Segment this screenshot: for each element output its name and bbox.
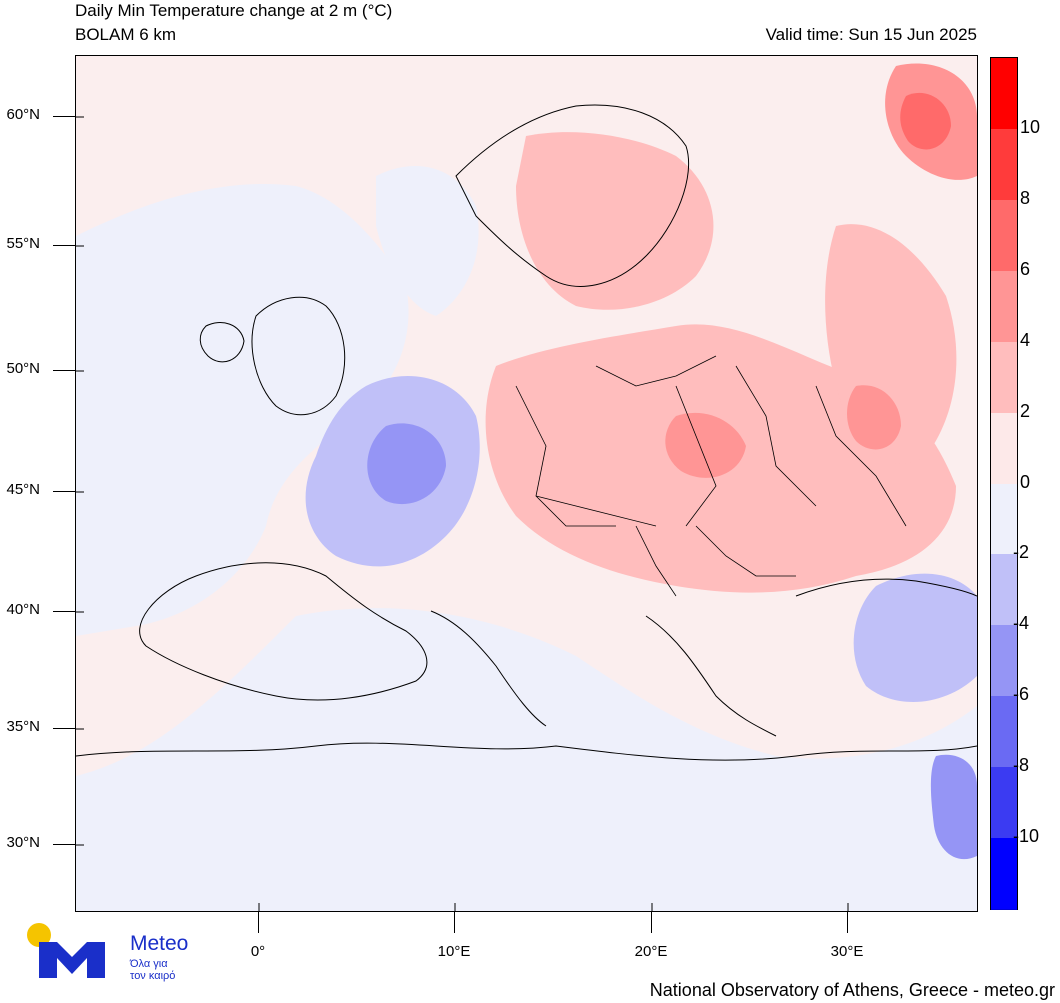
lon-label-30e: 30°E [830, 943, 864, 960]
warm-spot-central [665, 412, 746, 478]
logo-name: Meteo [130, 932, 189, 955]
colorbar [990, 57, 1018, 911]
warm-spot-east [847, 385, 901, 450]
logo-tagline-1: Όλα για [130, 958, 168, 970]
lat-tick [53, 728, 75, 729]
lat-tick [53, 245, 75, 246]
lat-label-40n: 40°N [6, 601, 40, 618]
cold-region-levant [930, 754, 977, 860]
model-name: BOLAM 6 km [75, 25, 177, 44]
chart-title: Daily Min Temperature change at 2 m (°C) [75, 1, 393, 20]
lon-tick [651, 911, 652, 933]
valid-time: Valid time: Sun 15 Jun 2025 [765, 25, 977, 44]
atlantic-neutral-area [76, 184, 409, 636]
colorbar-label: -8 [1013, 755, 1030, 776]
colorbar-label: 4 [1020, 329, 1031, 350]
colorbar-label: -10 [1013, 826, 1040, 847]
colorbar-segment [991, 412, 1017, 485]
colorbar-segment [991, 838, 1017, 911]
colorbar-segment [991, 128, 1017, 201]
graticule-ticks [76, 116, 849, 911]
coastlines [76, 104, 977, 761]
colorbar-segment [991, 199, 1017, 272]
lat-tick [53, 611, 75, 612]
colorbar-segment [991, 341, 1017, 414]
lon-tick [847, 911, 848, 933]
country-borders [515, 355, 907, 597]
colorbar-label: 8 [1020, 187, 1031, 208]
colorbar-segment [991, 58, 1017, 130]
lon-label-0: 0° [250, 943, 266, 960]
colorbar-label: -6 [1013, 684, 1030, 705]
sun-icon [27, 923, 51, 947]
m-mark-icon [39, 942, 105, 978]
meteo-logo: Meteo Όλα για τον καιρό [25, 920, 205, 982]
colorbar-label: 6 [1020, 258, 1031, 279]
lon-tick [258, 911, 259, 933]
cold-core-france [367, 423, 446, 505]
colorbar-segment [991, 270, 1017, 343]
lat-tick [53, 491, 75, 492]
lon-label-10e: 10°E [437, 943, 471, 960]
mediterranean-neutral-area [76, 608, 977, 911]
lat-label-35n: 35°N [6, 718, 40, 735]
map-area [75, 55, 978, 912]
lat-label-50n: 50°N [6, 360, 40, 377]
lat-label-30n: 30°N [6, 834, 40, 851]
colorbar-segment [991, 483, 1017, 556]
lat-label-55n: 55°N [6, 235, 40, 252]
lat-tick [53, 116, 75, 117]
map-canvas [76, 56, 977, 911]
meteo-logo-mark [27, 923, 105, 978]
cold-region-turkey [853, 573, 977, 703]
footer-credit: National Observatory of Athens, Greece -… [649, 980, 1055, 1000]
colorbar-label: 10 [1020, 116, 1041, 137]
warm-spot-north-russia [900, 92, 951, 150]
lat-label-60n: 60°N [6, 106, 40, 123]
lon-label-20e: 20°E [634, 943, 668, 960]
lat-label-45n: 45°N [6, 481, 40, 498]
colorbar-label: 0 [1020, 471, 1031, 492]
lat-tick [53, 370, 75, 371]
colorbar-segment [991, 625, 1017, 698]
colorbar-label: 2 [1020, 400, 1031, 421]
lat-tick [53, 844, 75, 845]
north-sea-neutral-area [376, 166, 479, 316]
colorbar-label: -2 [1013, 542, 1030, 563]
lon-tick [454, 911, 455, 933]
logo-tagline-2: τον καιρό [130, 970, 176, 982]
colorbar-label: -4 [1013, 613, 1030, 634]
warm-region-scandinavia [516, 132, 714, 310]
colorbar-segment [991, 767, 1017, 840]
